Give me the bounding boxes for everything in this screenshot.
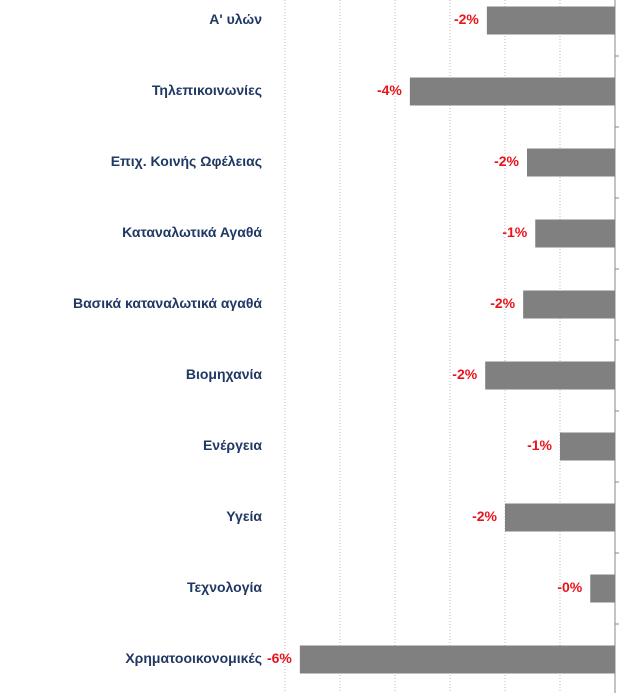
value-label: -2% xyxy=(472,508,497,524)
value-label: -6% xyxy=(267,650,292,666)
value-label: -2% xyxy=(452,366,477,382)
bar xyxy=(535,219,615,248)
category-label: Ενέργεια xyxy=(203,437,262,453)
value-label: -1% xyxy=(502,224,527,240)
category-label: Υγεία xyxy=(226,508,262,524)
bar xyxy=(590,574,615,603)
category-label: Βιομηχανία xyxy=(186,366,263,382)
bar xyxy=(523,290,615,319)
value-label: -2% xyxy=(454,11,479,27)
category-label: Βασικά καταναλωτικά αγαθά xyxy=(73,295,262,311)
bar xyxy=(505,503,615,532)
value-label: -0% xyxy=(557,579,582,595)
category-label: Χρηματοοικονομικές xyxy=(125,650,262,666)
category-label: Τηλεπικοινωνίες xyxy=(152,82,262,98)
value-label: -4% xyxy=(377,82,402,98)
category-label: Τεχνολογία xyxy=(187,579,262,595)
bar xyxy=(560,432,615,461)
value-label: -1% xyxy=(527,437,552,453)
category-label: Καταναλωτικά Αγαθά xyxy=(122,224,262,240)
value-label: -2% xyxy=(494,153,519,169)
value-label: -2% xyxy=(490,295,515,311)
bar xyxy=(409,77,615,106)
bar xyxy=(299,645,615,674)
bar xyxy=(485,361,615,390)
category-label: A' υλών xyxy=(209,11,262,27)
category-label: Επιχ. Κοινής Ωφέλειας xyxy=(111,153,262,169)
bar xyxy=(527,148,615,177)
bar xyxy=(486,6,615,35)
